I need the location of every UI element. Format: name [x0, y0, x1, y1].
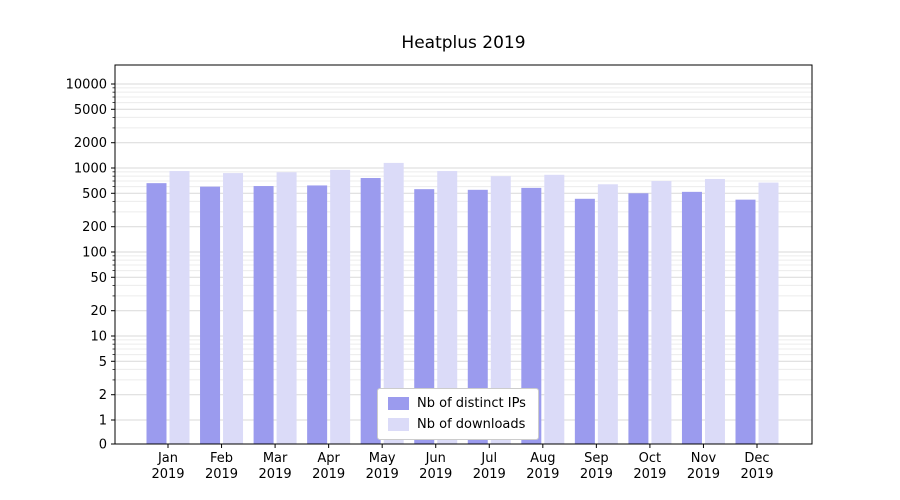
x-tick-label-month: Dec [744, 451, 769, 466]
legend: Nb of distinct IPs Nb of downloads [377, 388, 539, 440]
x-tick-label-month: Oct [639, 451, 661, 466]
x-tick-label-year: 2019 [366, 467, 399, 482]
bar-downloads-jun [437, 171, 458, 445]
plot-border [114, 64, 813, 445]
bar-distinct-ips-jul [467, 189, 488, 444]
y-tick-label: 50 [90, 271, 107, 286]
bar-downloads-mar [276, 172, 297, 445]
x-tick-label-year: 2019 [473, 467, 506, 482]
x-tick-label-year: 2019 [633, 467, 666, 482]
bar-downloads-apr [330, 169, 351, 444]
bar-distinct-ips-aug [521, 187, 542, 444]
legend-item-distinct-ips: Nb of distinct IPs [388, 396, 526, 411]
x-tick-label-month: May [369, 451, 396, 466]
y-tick-label: 0 [99, 438, 107, 453]
bar-downloads-feb [223, 173, 244, 444]
bar-distinct-ips-sep [574, 198, 595, 444]
x-tick-label-month: Mar [263, 451, 288, 466]
bar-distinct-ips-may [360, 178, 381, 444]
y-tick-label: 20 [90, 304, 107, 319]
x-tick-label-year: 2019 [151, 467, 184, 482]
bar-distinct-ips-dec [735, 199, 756, 444]
legend-label-distinct-ips: Nb of distinct IPs [417, 396, 526, 411]
bar-distinct-ips-nov [681, 191, 702, 444]
bar-distinct-ips-apr [307, 185, 328, 445]
y-tick-label: 10 [90, 330, 107, 345]
x-tick-label-month: Jul [480, 451, 497, 466]
x-tick-label-year: 2019 [419, 467, 452, 482]
y-tick-label: 200 [82, 220, 107, 235]
x-tick-label-year: 2019 [526, 467, 559, 482]
bar-downloads-jul [490, 176, 511, 444]
bar-downloads-jan [169, 171, 190, 445]
x-tick-label-month: Jun [425, 451, 446, 466]
bar-distinct-ips-mar [253, 186, 274, 444]
x-tick-label-year: 2019 [259, 467, 292, 482]
bar-distinct-ips-jan [146, 183, 167, 444]
x-tick-label-month: Apr [317, 451, 340, 466]
y-tick-label: 5 [99, 355, 107, 370]
y-tick-label: 10000 [66, 78, 107, 93]
bar-downloads-oct [651, 181, 672, 444]
x-tick-label-year: 2019 [580, 467, 613, 482]
bar-distinct-ips-feb [200, 186, 221, 444]
bar-downloads-may [383, 162, 404, 445]
x-tick-label-month: Jan [157, 451, 178, 466]
y-tick-label: 100 [82, 246, 107, 261]
bar-downloads-aug [544, 174, 565, 445]
y-tick-label: 1 [99, 414, 107, 429]
bar-downloads-nov [704, 178, 725, 444]
y-tick-label: 5000 [74, 103, 107, 118]
bar-downloads-dec [758, 182, 779, 444]
y-tick-label: 2 [99, 388, 107, 403]
bar-distinct-ips-jun [414, 189, 435, 444]
legend-item-downloads: Nb of downloads [388, 417, 526, 432]
legend-swatch-distinct-ips [388, 397, 409, 410]
y-tick-label: 1000 [74, 162, 107, 177]
x-tick-label-year: 2019 [687, 467, 720, 482]
legend-label-downloads: Nb of downloads [417, 417, 526, 432]
bar-distinct-ips-oct [628, 193, 649, 444]
y-tick-label: 500 [82, 187, 107, 202]
bar-downloads-sep [597, 184, 618, 444]
x-tick-label-year: 2019 [312, 467, 345, 482]
x-tick-label-year: 2019 [205, 467, 238, 482]
x-tick-label-month: Feb [210, 451, 233, 466]
x-tick-label-month: Nov [691, 451, 717, 466]
x-tick-label-month: Sep [584, 451, 609, 466]
x-tick-label-month: Aug [530, 451, 555, 466]
legend-swatch-downloads [388, 418, 409, 431]
chart-title: Heatplus 2019 [401, 33, 526, 53]
y-tick-label: 2000 [74, 136, 107, 151]
x-tick-label-year: 2019 [740, 467, 773, 482]
